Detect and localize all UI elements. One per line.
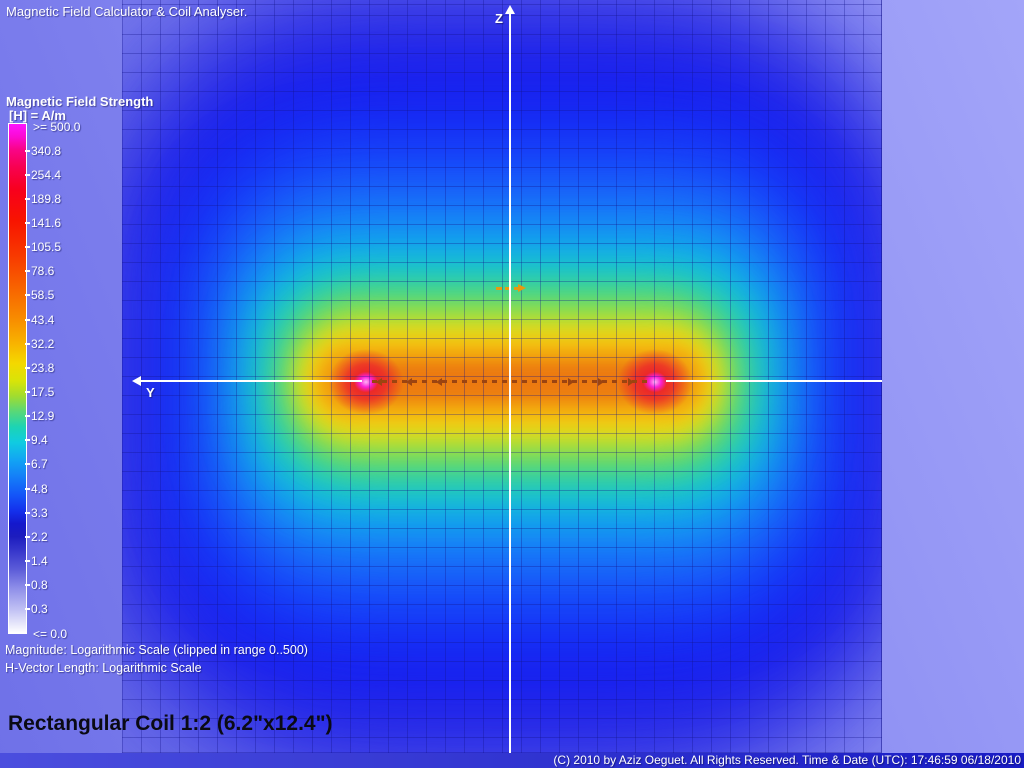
colorbar-tick-label: >= 500.0 — [33, 120, 81, 134]
h-vector-arrowhead-icon — [628, 378, 634, 386]
h-vector-arrowhead-icon — [436, 378, 442, 386]
y-axis-line-right-segment — [666, 380, 882, 382]
h-vector-arrow-line — [372, 380, 652, 383]
h-vector-arrowhead-icon — [406, 378, 412, 386]
colorbar-tick-label: 17.5 — [24, 385, 55, 399]
z-axis-line — [509, 13, 511, 753]
colorbar-tick-label: 254.4 — [24, 168, 62, 182]
colorbar-tick-label: 43.4 — [24, 313, 55, 327]
colorbar-tick-label: 23.8 — [24, 361, 55, 375]
colorbar-tick-label: 3.3 — [25, 506, 48, 520]
colorbar-tick-label: 189.8 — [24, 192, 62, 206]
field-heatmap — [122, 0, 882, 753]
colorbar-tick-label: 78.6 — [24, 264, 55, 278]
colorbar — [8, 123, 27, 634]
grid-overlay — [122, 0, 882, 753]
colorbar-tick-label: 6.7 — [25, 457, 48, 471]
colorbar-tick-label: <= 0.0 — [33, 627, 68, 641]
bottom-status-bar: (C) 2010 by Aziz Oeguet. All Rights Rese… — [0, 753, 1024, 768]
y-axis-arrowhead-icon — [132, 376, 141, 386]
colorbar-tick-label: 141.6 — [24, 216, 62, 230]
colorbar-tick-label: 2.2 — [25, 530, 48, 544]
app-title: Magnetic Field Calculator & Coil Analyse… — [6, 4, 248, 19]
colorbar-tick-label: 1.4 — [25, 554, 48, 568]
colorbar-tick-label: 105.5 — [24, 240, 62, 254]
plot-title: Rectangular Coil 1:2 (6.2"x12.4") — [8, 712, 333, 735]
colorbar-tick-label: 0.8 — [25, 578, 48, 592]
colorbar-tick-label: 4.8 — [25, 482, 48, 496]
status-magnitude-scale: Magnitude: Logarithmic Scale (clipped in… — [5, 643, 308, 657]
h-vector-arrowhead-icon — [568, 378, 574, 386]
h-vector-sample-arrow — [496, 287, 518, 290]
colorbar-tick-label: 58.5 — [24, 288, 55, 302]
colorbar-tick-label: 340.8 — [24, 144, 62, 158]
legend-title: Magnetic Field Strength — [6, 94, 154, 109]
z-axis-label: Z — [495, 11, 503, 26]
y-axis-label: Y — [146, 385, 155, 400]
legend-units: [H] = A/m — [9, 108, 66, 123]
h-vector-arrowhead-icon — [598, 378, 604, 386]
colorbar-tick-label: 12.9 — [24, 409, 55, 423]
z-axis-arrowhead-icon — [505, 5, 515, 14]
colorbar-tick-label: 0.3 — [25, 602, 48, 616]
colorbar-tick-label: 32.2 — [24, 337, 55, 351]
copyright-text: (C) 2010 by Aziz Oeguet. All Rights Rese… — [553, 753, 1021, 767]
h-vector-sample-arrowhead-icon — [518, 284, 526, 292]
status-hvector-scale: H-Vector Length: Logarithmic Scale — [5, 661, 202, 675]
h-vector-arrowhead-icon — [376, 378, 382, 386]
y-axis-line-left-segment — [140, 380, 362, 382]
colorbar-tick-label: 9.4 — [25, 433, 48, 447]
